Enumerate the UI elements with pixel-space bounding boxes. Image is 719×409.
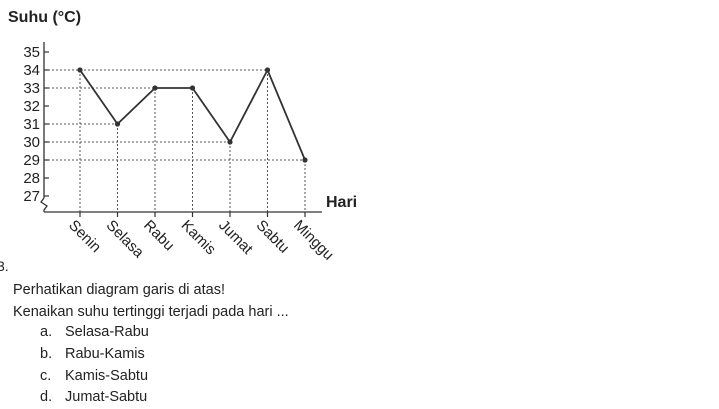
option-a-letter: a.	[40, 324, 53, 340]
x-tick-label: Selasa	[103, 217, 148, 262]
question-prompt: Kenaikan suhu tertinggi terjadi pada har…	[13, 304, 289, 320]
data-point	[264, 67, 271, 73]
x-tick-label: Senin	[65, 217, 104, 256]
option-c-text: Kamis-Sabtu	[65, 368, 149, 384]
data-point	[77, 67, 83, 73]
x-tick-label: Sabtu	[253, 217, 293, 257]
y-tick-label: 34	[23, 62, 40, 79]
y-axis-label: Suhu (°C)	[8, 9, 81, 26]
option-a[interactable]: a. Selasa-Rabu	[40, 324, 149, 340]
y-tick-label: 33	[23, 80, 40, 97]
question-number: 3.	[0, 258, 9, 274]
data-point	[152, 85, 158, 91]
option-b-letter: b.	[40, 346, 53, 362]
question-instruction: Perhatikan diagram garis di atas!	[13, 282, 225, 298]
option-d-letter: d.	[40, 389, 53, 405]
y-tick-label: 28	[23, 170, 40, 187]
option-d-text: Jumat-Sabtu	[65, 389, 148, 405]
x-tick-label: Jumat	[215, 217, 256, 258]
y-tick-label: 27	[23, 188, 40, 205]
data-point	[302, 157, 308, 163]
temperature-line	[79, 69, 306, 161]
y-tick-label: 32	[23, 98, 40, 115]
y-tick-label: 35	[23, 44, 40, 61]
x-tick-label: Minggu	[290, 217, 337, 264]
option-b[interactable]: b. Rabu-Kamis	[40, 346, 145, 362]
y-tick-label: 31	[23, 116, 40, 133]
x-axis-label: Hari	[326, 194, 357, 211]
x-tick-label: Kamis	[178, 217, 219, 258]
option-c[interactable]: c. Kamis-Sabtu	[40, 368, 148, 384]
data-point	[114, 121, 121, 127]
data-point	[227, 139, 233, 145]
y-tick-label: 30	[23, 134, 40, 151]
y-axis-break	[40, 197, 48, 212]
option-d[interactable]: d. Jumat-Sabtu	[40, 389, 147, 405]
data-point	[189, 85, 196, 91]
option-a-text: Selasa-Rabu	[65, 324, 149, 340]
y-tick-label: 29	[23, 152, 40, 169]
option-c-letter: c.	[40, 368, 52, 384]
option-b-text: Rabu-Kamis	[65, 346, 145, 362]
